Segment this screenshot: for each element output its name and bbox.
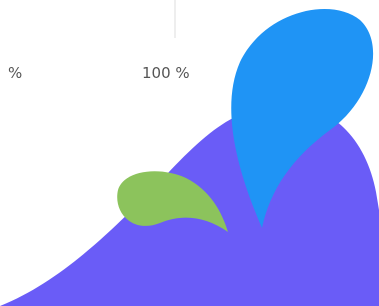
scene: % 100 % (0, 0, 379, 306)
axis-label: 100 % (142, 64, 190, 82)
page: % 100 % (() => { const data = JSON.parse… (0, 0, 379, 306)
axis-label: % (8, 64, 22, 82)
